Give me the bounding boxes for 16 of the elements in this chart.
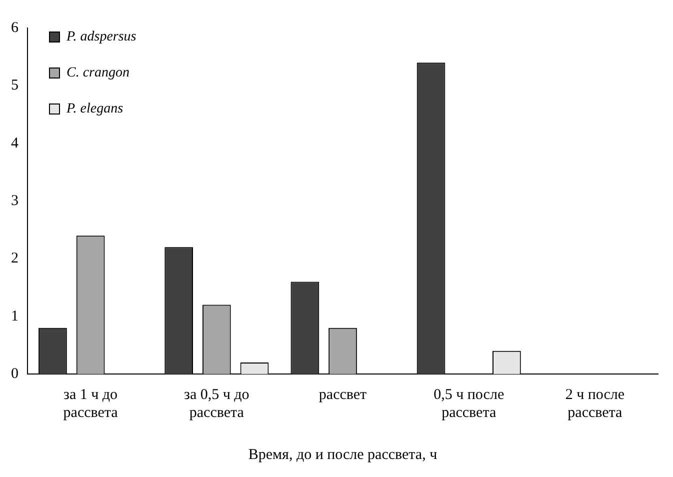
legend-label: C. crangon — [66, 66, 130, 81]
y-tick-label: 0 — [11, 366, 18, 382]
y-tick-label: 4 — [11, 135, 19, 152]
x-tick-label: за 1 ч до рассвета — [63, 386, 118, 421]
x-tick-label: 0,5 ч после рассвета — [434, 386, 504, 421]
x-tick-label: 2 ч после рассвета — [565, 386, 625, 421]
x-tick-label: за 0,5 ч до рассвета — [184, 386, 250, 421]
y-tick-label: 5 — [11, 78, 18, 94]
x-axis-title: Время, до и после рассвета, ч — [248, 446, 438, 463]
y-tick-label: 6 — [11, 20, 19, 36]
y-tick-label: 1 — [11, 308, 18, 324]
legend-label: P. adspersus — [66, 30, 137, 45]
legend-label: P. elegans — [66, 102, 124, 117]
y-tick-label: 2 — [11, 250, 18, 267]
y-tick-label: 3 — [11, 192, 18, 209]
x-tick-label: рассвет — [318, 386, 368, 403]
